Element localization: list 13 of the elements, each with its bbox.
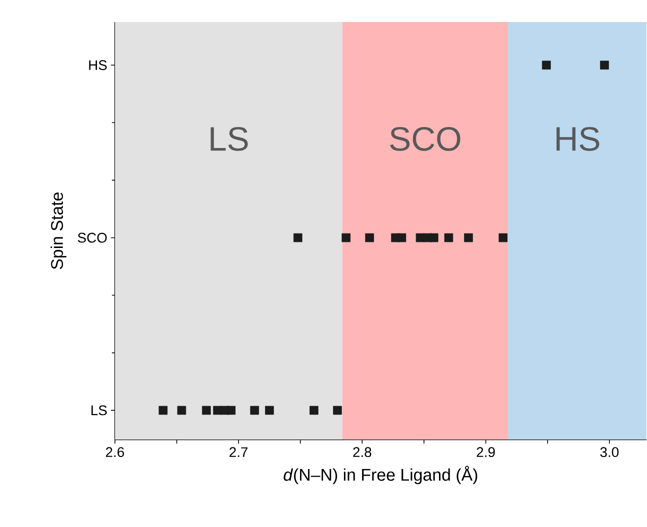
- x-tick-label: 2.9: [476, 447, 495, 458]
- band-label: SCO: [390, 127, 460, 152]
- y-tick-label: HS: [89, 60, 107, 70]
- x-tick-label: 2.8: [353, 447, 372, 458]
- y-tick-label: LS: [91, 406, 107, 416]
- band-label: LS: [210, 127, 248, 152]
- x-axis-title: d(N–N) in Free Ligand (Å): [284, 466, 478, 484]
- band-label: HS: [556, 127, 600, 152]
- y-tick-label: SCO: [78, 232, 107, 243]
- x-tick-label: 2.6: [106, 447, 124, 458]
- x-tick-label: 2.7: [230, 447, 248, 458]
- y-axis-title: Spin State: [50, 192, 66, 270]
- x-tick-label: 3.0: [600, 447, 619, 458]
